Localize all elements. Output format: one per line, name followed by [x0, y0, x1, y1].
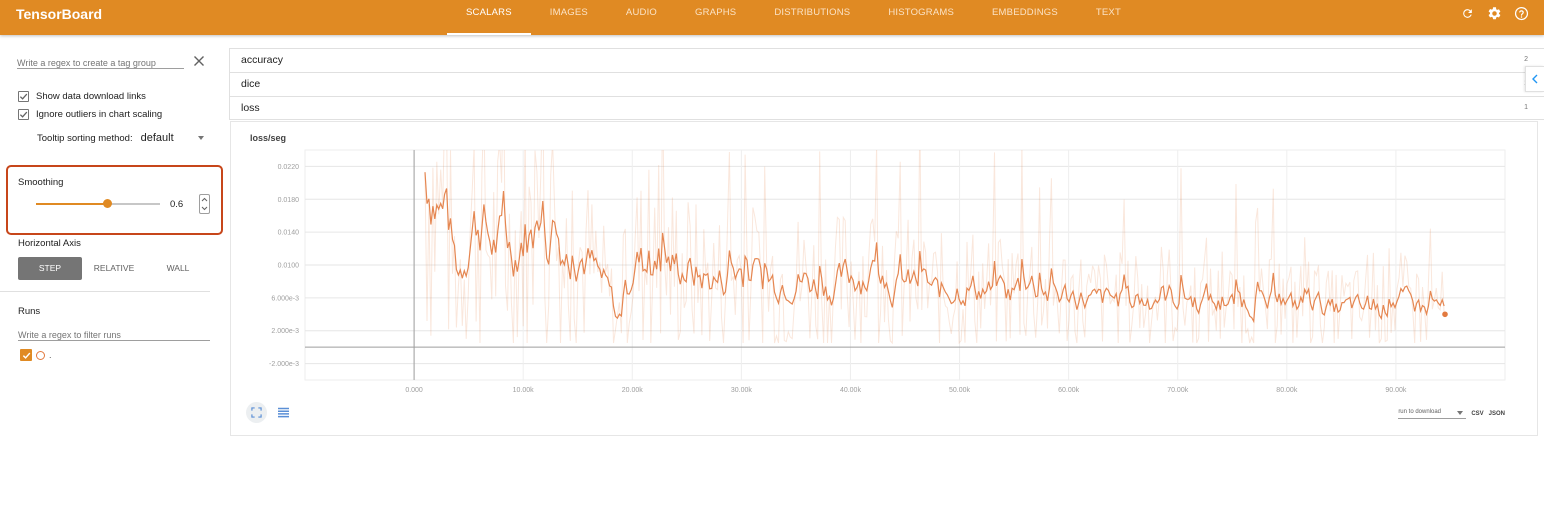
tab-histograms[interactable]: HISTOGRAMS	[888, 7, 955, 18]
category-name: accuracy	[241, 54, 284, 66]
tab-distributions[interactable]: DISTRIBUTIONS	[774, 7, 851, 18]
axis-wall-button[interactable]: WALL	[166, 263, 190, 273]
download-csv-link[interactable]: CSV	[1471, 411, 1484, 417]
runs-label: Runs	[18, 306, 41, 317]
toolbar-icons	[1459, 5, 1530, 22]
run-color-icon[interactable]	[36, 350, 45, 360]
horizontal-axis-toggle: STEP RELATIVE WALL	[18, 257, 210, 280]
y-tick-label: 0.0220	[278, 164, 300, 171]
tab-audio[interactable]: AUDIO	[625, 7, 658, 18]
x-tick-label: 60.00k	[1058, 387, 1080, 394]
help-icon[interactable]	[1513, 5, 1530, 22]
show-download-links-checkbox[interactable]	[18, 91, 29, 102]
ignore-outliers-label: Ignore outliers in chart scaling	[36, 109, 163, 120]
toggle-log-scale-button[interactable]	[273, 402, 294, 423]
chevron-left-icon	[1532, 74, 1538, 84]
axis-relative-button[interactable]: RELATIVE	[93, 263, 135, 273]
tooltip-sorting-label: Tooltip sorting method:	[37, 132, 133, 144]
x-tick-label: 40.00k	[840, 387, 862, 394]
download-run-select[interactable]: run to download	[1398, 409, 1467, 419]
smoothing-stepper[interactable]	[199, 194, 210, 214]
ignore-outliers-checkbox[interactable]	[18, 109, 29, 120]
tab-text[interactable]: TEXT	[1095, 7, 1121, 18]
download-json-link[interactable]: JSON	[1488, 411, 1505, 417]
category-dice[interactable]: dice 1	[229, 72, 1544, 96]
category-name: dice	[241, 78, 261, 90]
category-accuracy[interactable]: accuracy 2	[229, 48, 1544, 72]
smoothing-label: Smoothing	[18, 177, 64, 188]
expand-chart-button[interactable]	[246, 402, 267, 423]
chart-tools	[246, 402, 294, 423]
horizontal-axis-label: Horizontal Axis	[18, 238, 81, 249]
run-name: .	[49, 350, 52, 360]
tooltip-sorting-dropdown[interactable]: Tooltip sorting method: default	[37, 132, 207, 144]
app-title: TensorBoard	[16, 6, 103, 22]
chevron-down-icon[interactable]	[198, 136, 204, 140]
x-tick-label: 90.00k	[1385, 387, 1407, 394]
series-end-point	[1442, 311, 1448, 318]
y-tick-label: 2.000e-3	[271, 328, 299, 335]
axis-step-button[interactable]: STEP	[18, 257, 82, 280]
run-checkbox[interactable]	[20, 349, 32, 361]
collapse-panel-button[interactable]	[1525, 66, 1544, 92]
top-app-bar: TensorBoard SCALARS IMAGES AUDIO GRAPHS DIST…	[0, 0, 1544, 35]
tab-graphs[interactable]: GRAPHS	[695, 7, 737, 18]
category-count: 1	[1524, 104, 1528, 111]
smoothing-slider-handle[interactable]	[102, 199, 112, 208]
clear-regex-icon[interactable]	[193, 54, 205, 66]
y-tick-label: 0.0180	[278, 197, 300, 204]
x-tick-label: 10.00k	[513, 387, 535, 394]
fullscreen-icon	[251, 407, 262, 418]
smoothing-control: Smoothing 0.6	[6, 165, 223, 235]
tooltip-sorting-value[interactable]: default	[140, 132, 174, 144]
list-icon	[278, 407, 289, 418]
tab-images[interactable]: IMAGES	[549, 7, 588, 18]
show-download-links-label: Show data download links	[36, 91, 146, 102]
smoothing-value[interactable]: 0.6	[170, 199, 184, 210]
y-tick-label: 0.0100	[278, 263, 300, 270]
series-smoothed-line	[424, 172, 1445, 324]
category-loss[interactable]: loss 1	[229, 96, 1544, 120]
show-download-links-row[interactable]: Show data download links	[18, 91, 146, 102]
sidebar: Show data download links Ignore outliers…	[0, 35, 228, 530]
tab-scalars[interactable]: SCALARS	[447, 0, 531, 35]
download-controls: run to download CSV JSON	[1398, 409, 1505, 419]
chart-card-loss-seg: -2.000e-3 2.000e-3 6.000e-3 0.0100 0.0140 0.0…	[230, 121, 1538, 436]
y-tick-label: 6.000e-3	[271, 295, 299, 302]
x-tick-label: 70.00k	[1167, 387, 1189, 394]
tab-embeddings[interactable]: EMBEDDINGS	[992, 7, 1058, 18]
series-raw-line	[424, 150, 1445, 345]
line-chart[interactable]: -2.000e-3 2.000e-3 6.000e-3 0.0100 0.0140 0.0…	[231, 122, 1537, 402]
chart-title: loss/seg	[250, 133, 287, 143]
settings-icon[interactable]	[1486, 5, 1503, 22]
x-tick-label: 20.00k	[622, 387, 644, 394]
x-tick-label: 80.00k	[1276, 387, 1298, 394]
x-tick-label: 50.00k	[949, 387, 971, 394]
smoothing-slider-fill	[36, 203, 107, 205]
smoothing-slider[interactable]	[36, 199, 160, 208]
y-tick-label: 0.0140	[278, 230, 300, 237]
sidebar-divider	[0, 291, 210, 292]
category-name: loss	[241, 102, 260, 114]
x-tick-label: 0.000	[405, 387, 423, 394]
runs-filter-input[interactable]	[18, 330, 210, 340]
refresh-icon[interactable]	[1459, 5, 1476, 22]
tag-group-regex-field[interactable]	[17, 53, 184, 69]
run-item[interactable]: .	[20, 349, 52, 361]
tag-group-regex-input[interactable]	[17, 58, 184, 68]
chevron-down-icon[interactable]	[1457, 411, 1464, 415]
dashboard-tabs: SCALARS IMAGES AUDIO GRAPHS DISTRIBUTIONS HIS…	[447, 0, 1140, 35]
ignore-outliers-row[interactable]: Ignore outliers in chart scaling	[18, 109, 162, 120]
download-run-label: run to download	[1398, 409, 1442, 415]
y-tick-label: -2.000e-3	[269, 361, 299, 368]
runs-filter-field[interactable]	[18, 325, 210, 341]
x-tick-label: 30.00k	[731, 387, 753, 394]
category-count: 2	[1524, 56, 1528, 63]
